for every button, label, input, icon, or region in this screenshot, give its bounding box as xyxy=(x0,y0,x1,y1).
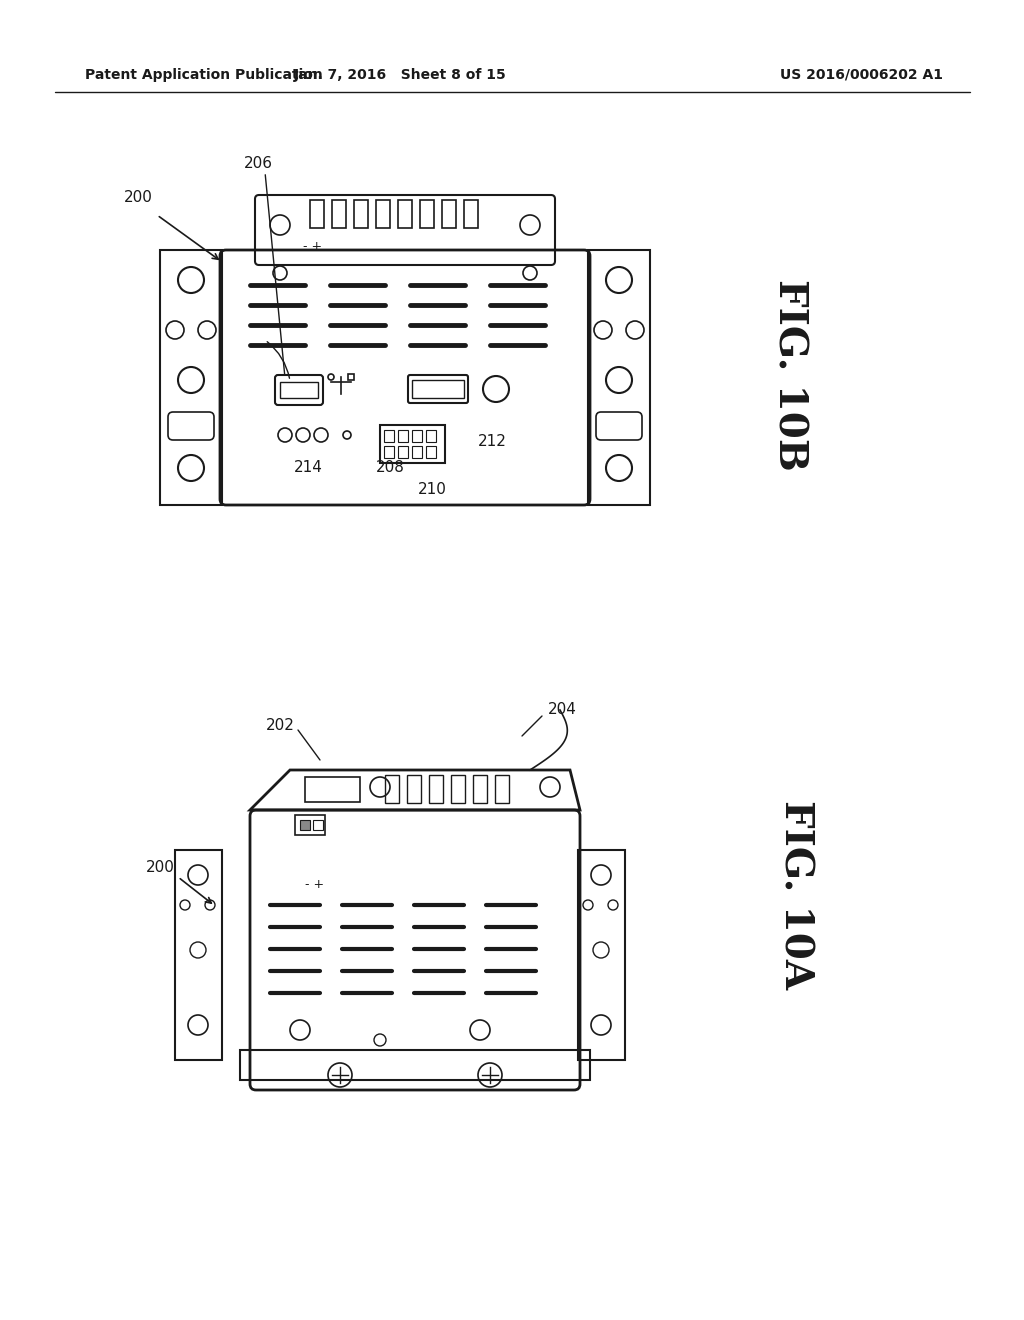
Bar xyxy=(385,775,399,803)
Text: FIG. 10A: FIG. 10A xyxy=(776,800,814,990)
Bar xyxy=(300,820,310,830)
Text: 212: 212 xyxy=(477,434,507,450)
Bar xyxy=(588,249,650,506)
Bar xyxy=(464,201,478,228)
Bar xyxy=(280,381,318,399)
Bar xyxy=(384,446,394,458)
Text: - +: - + xyxy=(303,240,323,253)
Text: FIG. 10B: FIG. 10B xyxy=(771,279,809,471)
Text: 206: 206 xyxy=(244,157,272,172)
Text: 210: 210 xyxy=(418,483,446,498)
Bar xyxy=(398,201,412,228)
Bar xyxy=(305,777,360,803)
Bar xyxy=(160,249,222,506)
Text: Patent Application Publication: Patent Application Publication xyxy=(85,69,323,82)
Bar xyxy=(332,201,346,228)
Bar xyxy=(240,1049,590,1080)
Bar xyxy=(380,425,445,463)
Bar xyxy=(429,775,443,803)
Text: US 2016/0006202 A1: US 2016/0006202 A1 xyxy=(780,69,943,82)
Bar xyxy=(398,430,408,442)
Bar xyxy=(398,446,408,458)
Bar xyxy=(426,430,436,442)
Bar xyxy=(295,814,325,836)
Bar xyxy=(313,820,323,830)
Text: 204: 204 xyxy=(548,702,577,718)
Bar xyxy=(384,430,394,442)
Bar xyxy=(348,374,354,380)
Text: 208: 208 xyxy=(376,461,404,475)
Bar xyxy=(442,201,456,228)
Bar xyxy=(473,775,487,803)
Bar xyxy=(175,850,222,1060)
Bar xyxy=(412,380,464,399)
Text: 202: 202 xyxy=(266,718,295,734)
Text: 214: 214 xyxy=(294,461,323,475)
Bar xyxy=(495,775,509,803)
Text: 200: 200 xyxy=(145,861,174,875)
Bar xyxy=(412,446,422,458)
Bar xyxy=(426,446,436,458)
Bar xyxy=(354,201,368,228)
Bar xyxy=(407,775,421,803)
Bar xyxy=(578,850,625,1060)
Bar xyxy=(376,201,390,228)
Bar xyxy=(310,201,324,228)
Bar xyxy=(412,430,422,442)
Bar xyxy=(420,201,434,228)
Text: 200: 200 xyxy=(124,190,153,206)
Text: Jan. 7, 2016   Sheet 8 of 15: Jan. 7, 2016 Sheet 8 of 15 xyxy=(294,69,507,82)
Bar xyxy=(451,775,465,803)
Text: - +: - + xyxy=(305,879,325,891)
